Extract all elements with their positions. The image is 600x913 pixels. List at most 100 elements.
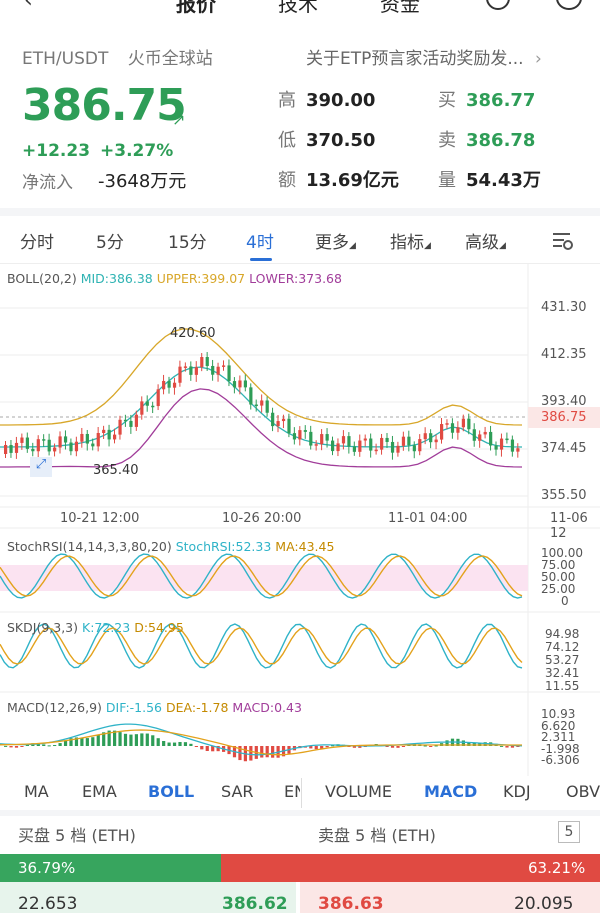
stat-ask: 卖 386.78 (438, 130, 536, 151)
candle-body (96, 432, 100, 447)
divider (301, 778, 302, 808)
search-icon[interactable] (486, 0, 510, 10)
tab-4h[interactable]: 4时 (246, 233, 274, 253)
sell-ratio-bar (221, 854, 600, 882)
candle-body (249, 387, 253, 405)
macd-bar (265, 746, 269, 758)
kline-chart[interactable] (0, 264, 600, 776)
candle-body (489, 431, 493, 446)
tab-more[interactable]: 更多◢ (315, 233, 356, 253)
depth-selector[interactable]: 5 (558, 821, 580, 843)
candle-body (80, 433, 84, 442)
macd-bar (80, 737, 84, 746)
pair-name: ETH/USDT (22, 49, 109, 69)
candle-body (200, 357, 204, 368)
candle-body (140, 401, 144, 415)
macd-bar (9, 746, 13, 748)
macd-bar (20, 746, 24, 747)
ind-kdj[interactable]: KDJ (503, 782, 531, 801)
candle-body (194, 367, 198, 375)
ind-ene[interactable]: EN (284, 782, 300, 801)
skdj-d-line (0, 627, 523, 665)
macd-bar (134, 734, 138, 746)
buy-depth-bg (0, 882, 296, 913)
stat-bid: 买 386.77 (438, 90, 536, 111)
macd-bar (423, 745, 427, 747)
candle-body (20, 437, 24, 443)
candle-body (129, 420, 133, 427)
menu-icon[interactable] (556, 0, 582, 10)
tab-funds[interactable]: 资金 (380, 0, 420, 14)
sell-price[interactable]: 386.63 (318, 894, 384, 913)
macd-bar (325, 746, 329, 748)
macd-bar (434, 745, 438, 747)
macd-bar (331, 745, 335, 747)
macd-bar (467, 742, 471, 746)
notice-text: 关于ETP预言家活动奖励发... (306, 49, 524, 69)
stochrsi-ticks: 100.00 75.00 50.00 25.00 0 (541, 546, 583, 608)
tab-5m[interactable]: 5分 (96, 233, 124, 253)
x-tick: 10-26 20:00 (222, 511, 302, 526)
sell-depth-bg (300, 882, 600, 913)
candle-body (134, 414, 138, 427)
candle-body (53, 447, 57, 452)
tab-advanced[interactable]: 高级◢ (465, 233, 506, 253)
macd-bar (352, 746, 356, 748)
candle-body (211, 365, 215, 375)
candle-body (14, 442, 19, 453)
ind-sar[interactable]: SAR (221, 782, 254, 801)
buy-price[interactable]: 386.62 (222, 894, 288, 913)
candle-body (156, 389, 160, 407)
chart-settings-icon[interactable] (552, 231, 573, 250)
active-tab-indicator (250, 258, 272, 261)
candle-body (167, 380, 171, 388)
macd-bar (123, 733, 128, 746)
tab-timeshare[interactable]: 分时 (20, 233, 54, 253)
tab-15m[interactable]: 15分 (168, 233, 207, 253)
candle-body (390, 441, 395, 453)
macd-histogram (4, 730, 520, 762)
candle-body (298, 430, 302, 440)
candle-body (107, 429, 111, 440)
ind-boll[interactable]: BOLL (148, 782, 195, 801)
macd-bar (69, 738, 73, 746)
macd-bar (390, 746, 395, 748)
expand-icon[interactable]: ⤢ (30, 457, 52, 477)
candle-body (336, 443, 340, 452)
candle-body (499, 438, 504, 450)
candle-body (401, 436, 406, 446)
exchange-name: 火币全球站 (127, 49, 213, 69)
candle-body (429, 433, 433, 443)
candle-body (407, 436, 411, 446)
macd-bar (189, 743, 193, 746)
candle-body (69, 442, 73, 452)
candle-body (91, 443, 95, 447)
notice-link[interactable]: 关于ETP预言家活动奖励发... › (306, 44, 542, 69)
candle-body (472, 429, 476, 441)
stochrsi-ma-line (0, 555, 523, 597)
tab-quote[interactable]: 报价 (176, 0, 216, 14)
candle-body (281, 418, 286, 422)
tab-indicators[interactable]: 指标◢ (390, 233, 431, 253)
y-tick: 374.45 (541, 441, 587, 456)
ind-volume[interactable]: VOLUME (325, 782, 392, 801)
candle-body (347, 436, 351, 447)
y-tick: 431.30 (541, 300, 587, 315)
ind-ma[interactable]: MA (24, 782, 49, 801)
macd-bar (151, 735, 155, 746)
boll-legend: BOLL(20,2) MID:386.38 UPPER:399.07 LOWER… (7, 271, 342, 286)
y-tick: 412.35 (541, 347, 587, 362)
ind-obv[interactable]: OBV (566, 782, 600, 801)
macd-bar (249, 746, 253, 761)
macd-dea-line (0, 729, 522, 756)
macd-bar (211, 746, 215, 752)
ind-ema[interactable]: EMA (82, 782, 117, 801)
buy-qty: 22.653 (18, 894, 78, 913)
candle-body (238, 380, 242, 388)
macd-bar (102, 732, 106, 746)
low-marker: 365.40 (93, 463, 139, 478)
candle-body (123, 419, 128, 422)
tab-technical[interactable]: 技术 (278, 0, 318, 14)
back-icon[interactable]: ‹ (24, 0, 33, 13)
ind-macd[interactable]: MACD (424, 782, 478, 801)
